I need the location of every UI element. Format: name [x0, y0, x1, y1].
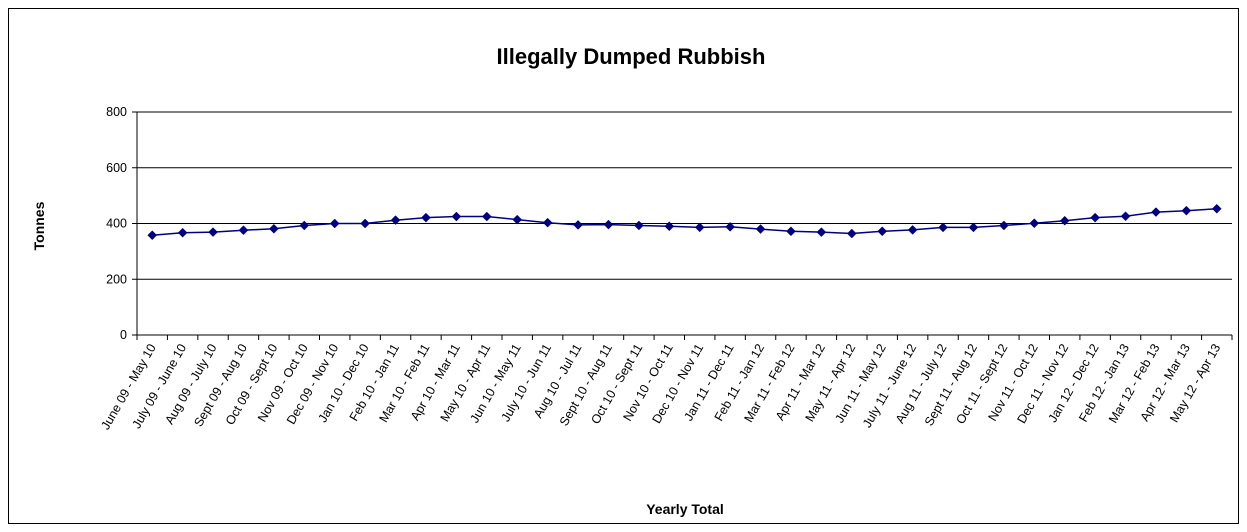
data-point [451, 211, 462, 222]
line-chart: Illegally Dumped Rubbish Tonnes Yearly T… [31, 44, 1233, 517]
data-point [1181, 205, 1192, 216]
x-axis-title: Yearly Total [646, 501, 724, 517]
data-point [634, 220, 644, 231]
gridlines [137, 111, 1232, 280]
axes [132, 111, 1233, 340]
y-tick-label: 800 [106, 105, 127, 119]
y-tick-label: 200 [106, 272, 127, 286]
data-point [238, 225, 249, 236]
y-axis-title: Tonnes [31, 201, 47, 250]
data-point [816, 227, 827, 237]
chart-frame: Illegally Dumped Rubbish Tonnes Yearly T… [8, 8, 1239, 524]
data-point [512, 214, 523, 225]
data-point [147, 230, 158, 241]
data-point [269, 223, 279, 234]
data-point [481, 211, 492, 222]
data-point [360, 218, 370, 229]
data-point [938, 222, 948, 233]
data-point [999, 220, 1009, 231]
data-point [542, 217, 553, 228]
data-point [1151, 207, 1161, 217]
y-tick-label: 600 [106, 161, 127, 175]
y-tick-labels: 0 200 400 600 800 [106, 105, 127, 342]
data-series [147, 203, 1222, 241]
data-point [1059, 215, 1070, 226]
y-tick-label: 400 [106, 217, 127, 231]
y-tick-label: 0 [120, 328, 127, 342]
data-point [907, 225, 918, 235]
data-point [1029, 218, 1040, 229]
data-point [968, 222, 979, 233]
data-point [1120, 211, 1131, 222]
data-point [694, 222, 705, 233]
data-point [177, 227, 188, 238]
data-point [846, 228, 857, 239]
data-point [421, 212, 431, 223]
data-point [1211, 203, 1222, 214]
data-point [1090, 212, 1100, 223]
data-point [786, 226, 796, 237]
data-point [299, 220, 310, 231]
data-point [390, 215, 401, 226]
data-point [603, 219, 614, 230]
series-line [152, 207, 1217, 236]
data-point [573, 220, 583, 230]
data-point [664, 221, 675, 232]
data-point [208, 227, 218, 237]
x-tick-label: June 09 - May 10 [98, 341, 158, 432]
data-point [329, 218, 340, 229]
data-point [725, 221, 735, 232]
chart-title: Illegally Dumped Rubbish [497, 44, 766, 69]
data-point [755, 224, 766, 234]
data-point [877, 226, 888, 237]
